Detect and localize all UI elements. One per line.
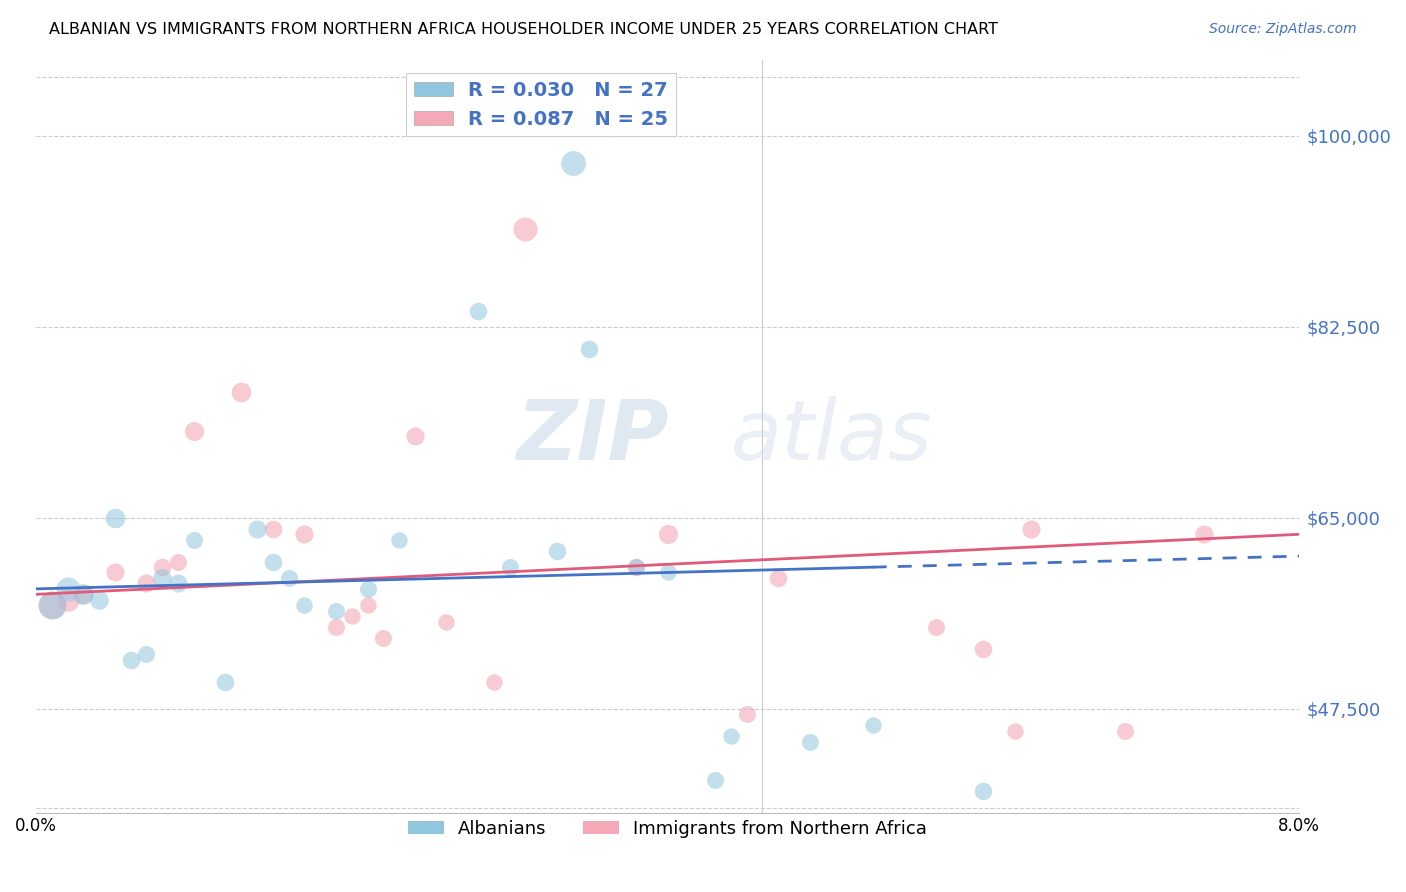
Point xyxy=(720,729,742,743)
Point xyxy=(56,582,79,596)
Point xyxy=(799,734,821,748)
Point xyxy=(436,615,458,629)
Point xyxy=(1194,527,1216,541)
Point xyxy=(1019,522,1042,536)
Point xyxy=(87,592,110,607)
Point xyxy=(735,707,758,722)
Point xyxy=(515,221,537,235)
Point xyxy=(41,599,63,613)
Text: ZIP: ZIP xyxy=(516,395,669,476)
Point xyxy=(498,560,520,574)
Point xyxy=(231,385,253,400)
Point xyxy=(862,718,884,732)
Point xyxy=(578,342,600,356)
Point xyxy=(467,303,489,318)
Point xyxy=(766,571,789,585)
Point xyxy=(373,631,395,645)
Point xyxy=(1004,723,1026,738)
Point xyxy=(150,571,173,585)
Point xyxy=(546,543,568,558)
Point xyxy=(214,674,236,689)
Point xyxy=(925,620,948,634)
Point xyxy=(703,772,725,787)
Point xyxy=(183,424,205,438)
Point xyxy=(972,641,994,656)
Point xyxy=(356,599,378,613)
Point xyxy=(356,582,378,596)
Legend: Albanians, Immigrants from Northern Africa: Albanians, Immigrants from Northern Afri… xyxy=(401,813,935,845)
Point xyxy=(624,560,647,574)
Point xyxy=(246,522,269,536)
Point xyxy=(1114,723,1136,738)
Point xyxy=(482,674,505,689)
Point xyxy=(150,560,173,574)
Point xyxy=(325,604,347,618)
Point xyxy=(561,156,583,170)
Text: ALBANIAN VS IMMIGRANTS FROM NORTHERN AFRICA HOUSEHOLDER INCOME UNDER 25 YEARS CO: ALBANIAN VS IMMIGRANTS FROM NORTHERN AFR… xyxy=(49,22,998,37)
Point xyxy=(56,592,79,607)
Point xyxy=(388,533,411,547)
Point xyxy=(624,560,647,574)
Point xyxy=(972,783,994,797)
Point xyxy=(135,576,157,591)
Point xyxy=(72,587,94,601)
Point xyxy=(325,620,347,634)
Point xyxy=(657,566,679,580)
Text: Source: ZipAtlas.com: Source: ZipAtlas.com xyxy=(1209,22,1357,37)
Point xyxy=(104,566,127,580)
Point xyxy=(135,648,157,662)
Point xyxy=(292,599,315,613)
Point xyxy=(277,571,299,585)
Point xyxy=(292,527,315,541)
Point xyxy=(657,527,679,541)
Text: atlas: atlas xyxy=(731,395,932,476)
Point xyxy=(262,555,284,569)
Point xyxy=(183,533,205,547)
Point xyxy=(41,599,63,613)
Point xyxy=(120,653,142,667)
Point xyxy=(404,429,426,443)
Point xyxy=(262,522,284,536)
Point xyxy=(167,576,190,591)
Point xyxy=(72,587,94,601)
Point xyxy=(104,511,127,525)
Point xyxy=(340,609,363,624)
Point xyxy=(167,555,190,569)
